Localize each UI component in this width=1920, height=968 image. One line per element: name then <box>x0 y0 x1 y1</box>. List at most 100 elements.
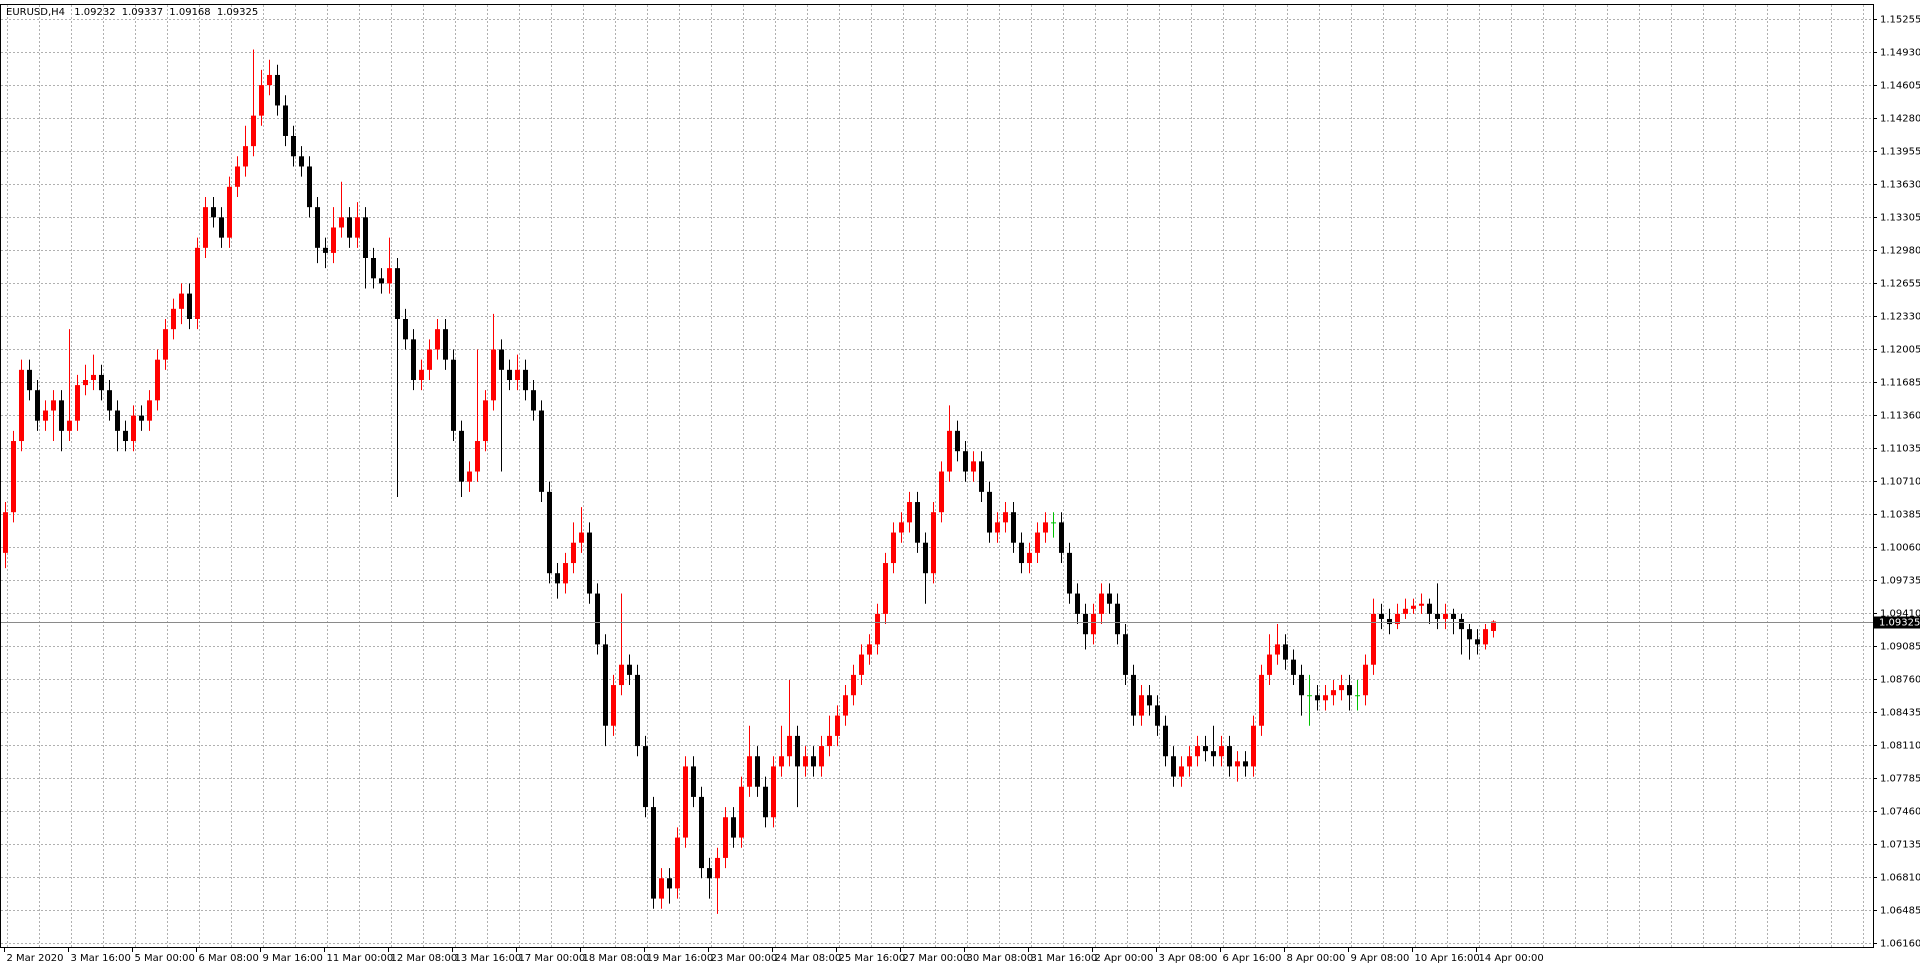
candle-body <box>11 441 16 513</box>
y-tick-label: 1.10060 <box>1880 543 1920 554</box>
candle-body <box>363 217 368 258</box>
y-tick-label: 1.13305 <box>1880 213 1920 224</box>
x-tick-label: 10 Apr 16:00 <box>1415 953 1480 964</box>
candle-body <box>1387 618 1392 625</box>
candle-body <box>515 369 520 381</box>
candle-body <box>379 278 384 284</box>
candle-body <box>387 268 392 284</box>
candle-body <box>1179 766 1184 777</box>
candle-body <box>155 359 160 401</box>
close-value: 1.09325 <box>217 7 258 18</box>
candle-body <box>1283 644 1288 660</box>
candle-body <box>331 227 336 253</box>
candle-body <box>483 400 488 442</box>
candle-body <box>1203 746 1208 752</box>
candle-body <box>219 217 224 238</box>
candle-body <box>1467 629 1472 640</box>
candle-body <box>291 135 296 157</box>
candle-body <box>1331 690 1336 696</box>
candle-body <box>779 756 784 767</box>
candle-body <box>579 532 584 543</box>
x-tick-label: 2 Apr 00:00 <box>1095 953 1154 964</box>
candle-body <box>939 471 944 513</box>
candle-body <box>75 385 80 421</box>
candle-body <box>1187 756 1192 767</box>
candle-body <box>171 308 176 330</box>
candle-body <box>259 85 264 116</box>
candle-body <box>619 664 624 686</box>
chart-header: EURUSD,H4 1.09232 1.09337 1.09168 1.0932… <box>6 7 258 18</box>
x-tick-label: 11 Mar 00:00 <box>327 953 394 964</box>
candle-body <box>451 359 456 431</box>
candle-body <box>163 329 168 360</box>
y-tick-label: 1.11035 <box>1880 444 1920 455</box>
candle-body <box>99 374 104 391</box>
candle-body <box>1323 695 1328 701</box>
y-tick-label: 1.07460 <box>1880 807 1920 818</box>
y-tick-label: 1.08110 <box>1880 741 1920 752</box>
y-tick-label: 1.14930 <box>1880 48 1920 59</box>
plot-frame <box>0 4 1874 948</box>
x-tick-label: 6 Mar 08:00 <box>199 953 259 964</box>
x-tick-label: 13 Mar 16:00 <box>455 953 522 964</box>
y-tick-label: 1.10385 <box>1880 510 1920 521</box>
candle-body <box>1315 695 1320 701</box>
candle-body <box>347 217 352 238</box>
candle-body <box>299 156 304 167</box>
candle-body <box>1443 613 1448 619</box>
candle-body <box>107 390 112 411</box>
y-tick-label: 1.14280 <box>1880 114 1920 125</box>
candle-body <box>1115 603 1120 635</box>
x-tick-label: 8 Apr 00:00 <box>1287 953 1346 964</box>
candle-body <box>243 146 248 167</box>
y-tick-label: 1.09410 <box>1880 609 1920 620</box>
candle-body <box>563 563 568 584</box>
candle-body <box>459 430 464 482</box>
y-tick-label: 1.07135 <box>1880 840 1920 851</box>
candle-body <box>915 502 920 543</box>
candle-body <box>35 390 40 421</box>
y-tick-label: 1.06160 <box>1880 939 1920 950</box>
candle-body <box>611 685 616 726</box>
candle-body <box>603 644 608 726</box>
candle-body <box>691 766 696 797</box>
candle-body <box>843 695 848 716</box>
y-tick-label: 1.09085 <box>1880 642 1920 653</box>
candle-body <box>811 756 816 767</box>
candle-body <box>1107 593 1112 604</box>
candle-body <box>307 166 312 208</box>
candle-body <box>395 268 400 319</box>
candle-body <box>1435 613 1440 619</box>
x-tick-label: 24 Mar 08:00 <box>775 953 842 964</box>
candle-body <box>411 339 416 381</box>
candle-body <box>539 410 544 492</box>
y-tick-label: 1.15255 <box>1880 15 1920 26</box>
candle-body <box>1339 685 1344 691</box>
candle-body <box>427 349 432 370</box>
candle-body <box>1307 695 1312 697</box>
y-tick-label: 1.07785 <box>1880 774 1920 785</box>
symbol: EURUSD,H4 <box>6 7 65 18</box>
candle-body <box>851 674 856 696</box>
candle-body <box>651 807 656 899</box>
candle-body <box>1011 512 1016 543</box>
x-tick-label: 3 Mar 16:00 <box>71 953 131 964</box>
candle-body <box>715 857 720 879</box>
candle-body <box>1243 761 1248 767</box>
candle-body <box>179 293 184 309</box>
candle-body <box>1067 552 1072 594</box>
candle-body <box>1059 522 1064 553</box>
axes: 1.15255 1.14930 1.14605 1.14280 1.13955 1.136… <box>4 15 1920 964</box>
x-tick-label: 2 Mar 2020 <box>7 953 64 964</box>
candle-body <box>1395 613 1400 625</box>
candle-body <box>979 461 984 492</box>
candle-body <box>731 817 736 838</box>
candle-body <box>1147 695 1152 706</box>
y-tick-label: 1.11360 <box>1880 411 1920 422</box>
price-label-box <box>1874 616 1920 629</box>
candle-body <box>659 878 664 899</box>
candle-body <box>1075 593 1080 614</box>
candle-body <box>67 420 72 431</box>
candle-body <box>1211 751 1216 757</box>
